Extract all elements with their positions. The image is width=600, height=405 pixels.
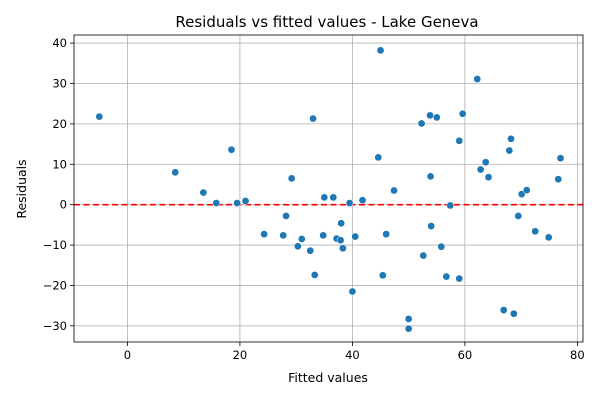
y-tick-label: 30 (52, 76, 67, 90)
data-point (417, 119, 426, 128)
data-point (293, 242, 302, 251)
data-point (484, 173, 493, 182)
data-point (348, 287, 357, 296)
x-tick-label: 40 (345, 348, 360, 362)
data-point (509, 309, 518, 318)
data-point (336, 236, 345, 245)
data-point (376, 46, 385, 55)
data-point (507, 134, 515, 143)
x-tick-label: 80 (570, 348, 585, 362)
data-point (442, 272, 451, 281)
y-tick-label: 20 (52, 117, 67, 131)
data-point (517, 190, 526, 199)
y-tick-label: −10 (43, 238, 67, 252)
data-point (95, 112, 104, 121)
data-point (337, 219, 346, 228)
x-tick-label: 60 (458, 348, 473, 362)
y-axis-ticks: −30 −20 −10 0 10 20 30 40 (43, 36, 74, 333)
data-point (279, 231, 288, 240)
data-point (427, 222, 435, 230)
data-point (233, 199, 241, 207)
data-point (426, 172, 435, 181)
y-tick-label: 0 (60, 198, 67, 212)
data-point (351, 232, 360, 241)
data-point (374, 153, 383, 162)
data-point (426, 111, 434, 120)
data-point (378, 271, 387, 280)
x-axis-label: Fitted values (288, 370, 368, 385)
data-point (514, 212, 523, 220)
data-point (476, 165, 485, 174)
data-point (260, 230, 268, 238)
data-point (544, 233, 553, 242)
data-point (473, 75, 482, 83)
data-point (358, 196, 367, 205)
data-point (212, 199, 221, 207)
data-point (446, 201, 455, 210)
data-point (390, 186, 398, 195)
data-point (554, 175, 563, 184)
data-points (95, 46, 565, 333)
data-point (309, 114, 317, 123)
data-point (319, 231, 328, 240)
y-tick-label: 10 (52, 157, 67, 171)
plot-frame (73, 34, 584, 343)
data-point (432, 113, 441, 122)
data-point (282, 212, 290, 220)
data-point (382, 230, 390, 238)
data-point (481, 158, 490, 167)
data-point (227, 145, 236, 154)
data-point (556, 154, 565, 163)
y-tick-label: −20 (43, 278, 67, 292)
data-point (171, 168, 180, 177)
data-point (499, 306, 508, 314)
data-point (437, 242, 446, 251)
data-point (199, 188, 208, 197)
data-point (241, 197, 250, 205)
data-point (306, 246, 315, 255)
data-point (455, 136, 464, 145)
data-point (458, 109, 467, 118)
chart-title: Residuals vs fitted values - Lake Geneva (175, 13, 478, 31)
data-point (522, 186, 531, 194)
data-point (297, 235, 306, 243)
data-point (329, 193, 338, 202)
x-axis-ticks: 0 20 40 60 80 (124, 342, 585, 362)
y-axis-label: Residuals (14, 159, 29, 218)
x-tick-label: 20 (233, 348, 248, 362)
data-point (505, 146, 514, 155)
y-tick-label: 40 (52, 36, 67, 50)
data-point (419, 251, 428, 260)
data-point (455, 274, 464, 283)
y-tick-label: −30 (43, 319, 67, 333)
data-point (531, 227, 540, 236)
data-point (345, 199, 354, 207)
data-point (287, 174, 296, 183)
data-point (404, 324, 413, 333)
grid-lines (74, 35, 583, 342)
data-point (404, 315, 413, 323)
data-point (310, 271, 319, 279)
data-point (320, 193, 329, 202)
data-point (338, 244, 347, 253)
x-tick-label: 0 (124, 348, 131, 362)
